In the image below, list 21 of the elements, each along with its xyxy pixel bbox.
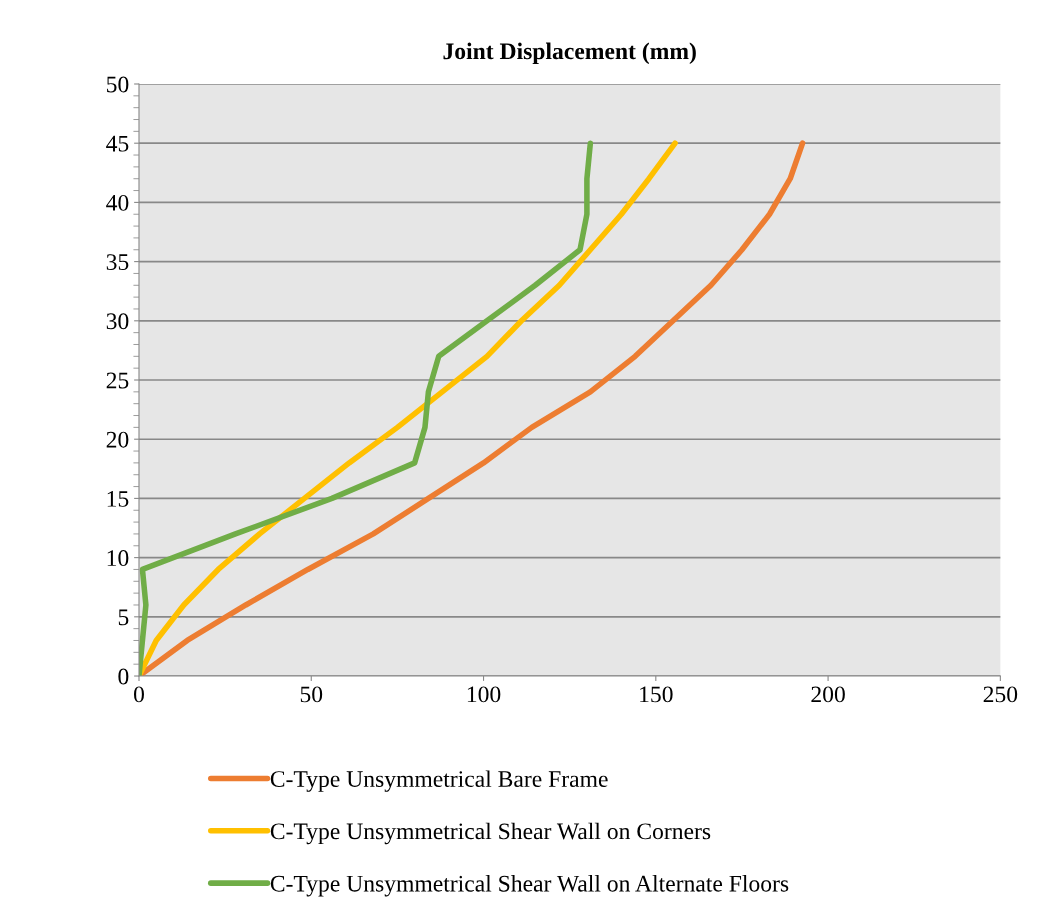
y-tick-label: 45 [106,135,129,152]
y-tick-label: 50 [107,76,129,93]
legend-label: C-Type Unsymmetrical Shear Wall on Alternate Floors [270,875,789,897]
x-tick-label: 250 [983,686,1018,703]
x-tick-label: 100 [467,686,501,703]
y-tick-label: 30 [106,313,129,330]
x-tick-label: 0 [133,686,144,703]
x-tick-label: 150 [640,686,673,703]
y-tick-label: 20 [106,431,129,448]
y-tick-label: 25 [106,372,129,389]
x-tick-label: 200 [811,686,845,703]
y-tick-label: 35 [106,254,129,271]
legend-label: C-Type Unsymmetrical Bare Frame [270,770,608,792]
legend-label: C-Type Unsymmetrical Shear Wall on Corners [270,822,711,845]
y-tick-label: 0 [118,668,129,685]
y-tick-label: 10 [107,550,129,567]
x-tick-label: 50 [300,686,323,703]
chart-title: Joint Displacement (mm) [443,42,696,65]
y-tick-label: 15 [107,491,129,507]
y-tick-label: 40 [106,194,129,211]
y-tick-label: 5 [118,609,129,626]
